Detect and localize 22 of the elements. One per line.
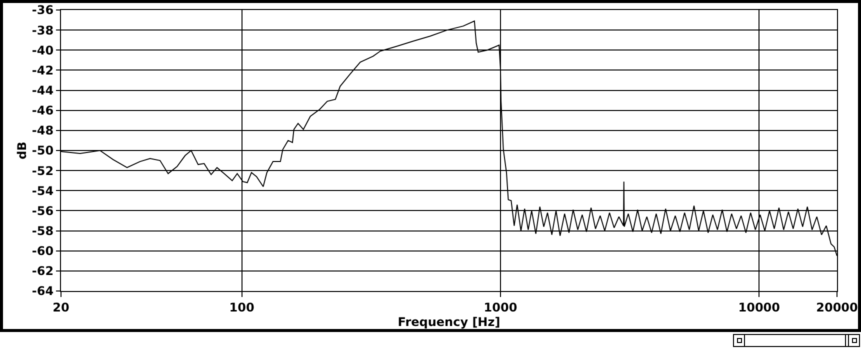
x-tick-label: 1000 bbox=[484, 300, 518, 314]
y-axis-title: dB bbox=[15, 142, 30, 160]
x-tick-label: 20000 bbox=[816, 300, 858, 314]
y-tick-label: -60 bbox=[32, 244, 54, 258]
x-tick-label: 10000 bbox=[738, 300, 780, 314]
x-tick-label: 100 bbox=[229, 300, 254, 314]
y-tick-label: -36 bbox=[32, 3, 54, 18]
x-axis-title: Frequency [Hz] bbox=[398, 315, 500, 329]
y-tick-label: -40 bbox=[32, 43, 54, 58]
y-tick-label: -58 bbox=[32, 224, 54, 238]
y-tick-label: -38 bbox=[32, 23, 54, 38]
y-tick-label: -54 bbox=[32, 184, 54, 198]
y-tick-label: -62 bbox=[32, 264, 54, 278]
y-tick-label: -56 bbox=[32, 204, 54, 218]
x-tick-label: 20 bbox=[52, 300, 70, 314]
y-tick-label: -48 bbox=[32, 124, 54, 138]
y-tick-label: -42 bbox=[32, 63, 54, 78]
y-tick-label: -64 bbox=[32, 284, 54, 298]
y-tick-label: -44 bbox=[32, 83, 54, 98]
y-tick-label: -52 bbox=[32, 164, 54, 178]
y-tick-label: -50 bbox=[32, 144, 54, 158]
y-tick-label: -46 bbox=[32, 104, 54, 118]
